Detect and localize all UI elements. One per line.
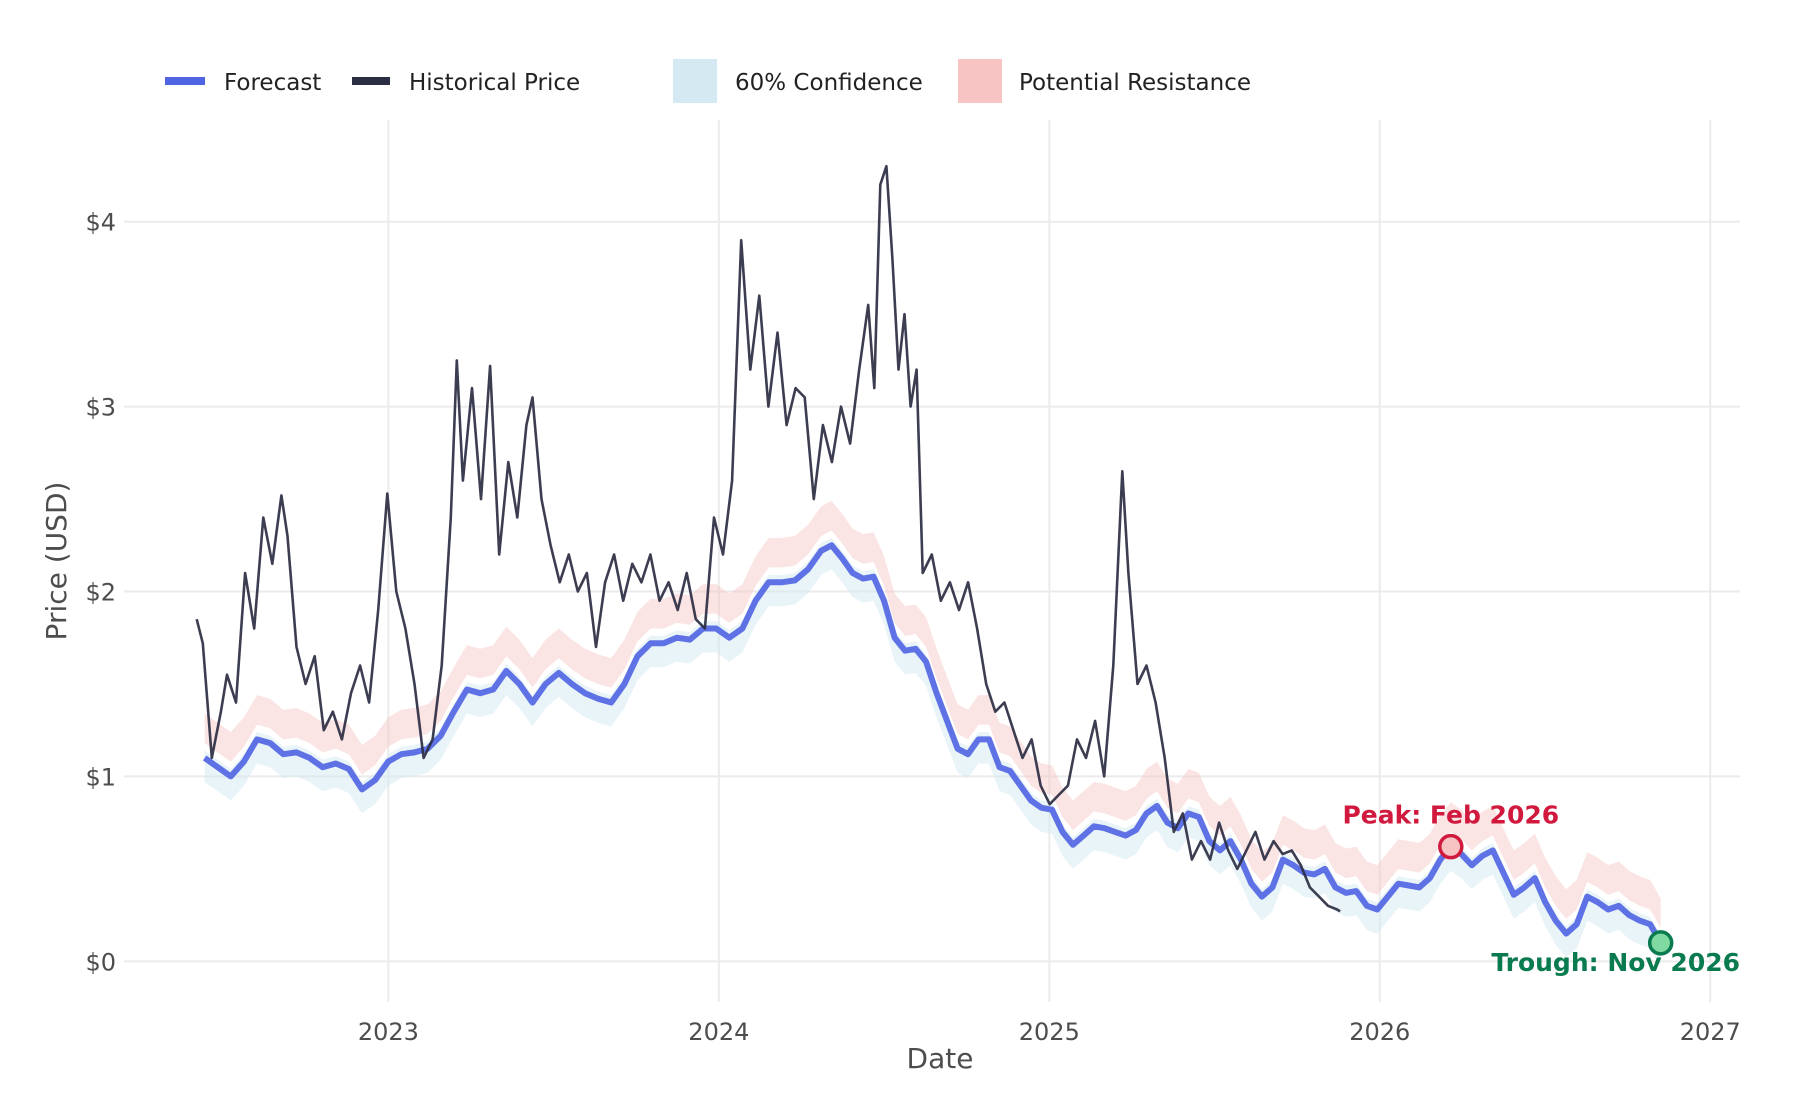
peak-annotation: Peak: Feb 2026 [1342, 801, 1559, 830]
y-tick-label: $0 [85, 948, 116, 976]
y-tick-label: $2 [85, 579, 116, 607]
x-tick-label: 2023 [358, 1018, 419, 1046]
legend: Forecast Historical Price 60% Confidence… [165, 59, 1251, 103]
trough-marker [1647, 930, 1674, 956]
y-axis-title: Price (USD) [40, 482, 73, 641]
x-axis-ticks: 2023 2024 2025 2026 2027 [358, 1018, 1741, 1046]
legend-item-resistance: Potential Resistance [958, 59, 1251, 103]
x-tick-label: 2024 [688, 1018, 749, 1046]
legend-label-resistance: Potential Resistance [1019, 70, 1251, 96]
legend-swatch-forecast [165, 77, 205, 85]
trough-annotation: Trough: Nov 2026 [1491, 948, 1740, 977]
legend-label-historical: Historical Price [409, 70, 580, 96]
x-tick-label: 2025 [1019, 1018, 1080, 1046]
annotations: Peak: Feb 2026 Trough: Nov 2026 [1342, 801, 1740, 977]
legend-label-confidence: 60% Confidence [735, 70, 923, 96]
y-tick-label: $3 [85, 394, 116, 422]
y-axis-ticks: $0 $1 $2 $3 $4 [85, 209, 116, 977]
x-tick-label: 2027 [1680, 1018, 1741, 1046]
peak-marker [1438, 833, 1464, 860]
legend-swatch-resistance [958, 59, 1002, 103]
forecast-line [202, 542, 1664, 945]
legend-item-historical: Historical Price [352, 70, 580, 96]
y-tick-label: $4 [85, 209, 116, 237]
y-tick-label: $1 [85, 763, 116, 791]
legend-item-forecast: Forecast [165, 70, 321, 96]
legend-swatch-confidence [673, 59, 717, 103]
historical-price-line [195, 164, 1341, 913]
legend-label-forecast: Forecast [224, 70, 321, 96]
legend-item-confidence: 60% Confidence [673, 59, 923, 103]
x-axis-title: Date [907, 1042, 974, 1075]
legend-swatch-historical [352, 77, 390, 85]
x-tick-label: 2026 [1349, 1018, 1410, 1046]
